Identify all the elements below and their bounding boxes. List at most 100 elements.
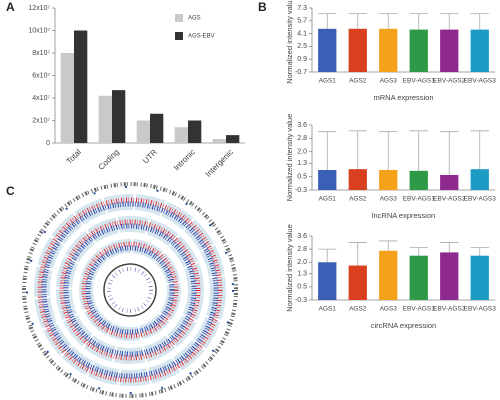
y-tick-label: 7.3	[297, 5, 307, 12]
bar	[150, 113, 164, 143]
legend-swatch	[175, 14, 183, 22]
bar	[174, 127, 188, 143]
y-tick-label: 2x10⁷	[32, 117, 50, 124]
x-tick-label: AGS2	[349, 306, 367, 313]
y-tick-label: 1.3	[297, 271, 307, 278]
y-tick-label: 10x10⁷	[28, 27, 50, 34]
y-tick-label: 3.6	[297, 122, 307, 129]
bar	[74, 30, 88, 143]
circos-ring	[81, 241, 179, 339]
y-tick-label: 0.9	[297, 56, 307, 63]
x-tick-label: Total	[65, 147, 83, 165]
x-tick-label: EBV-AGS2	[433, 196, 466, 203]
bar	[348, 28, 367, 72]
y-tick-label: 5.7	[297, 18, 307, 25]
y-tick-label: 0	[46, 140, 50, 147]
panel-label: A	[6, 0, 15, 14]
bar	[470, 29, 489, 73]
legend-label: AGS-EBV	[188, 34, 215, 40]
x-axis-label: mRNA expression	[373, 93, 433, 102]
bar	[188, 120, 202, 143]
bar	[470, 169, 489, 190]
x-tick-label: EBV-AGS2	[433, 306, 466, 313]
x-tick-label: AGS2	[349, 78, 367, 85]
bar	[440, 29, 459, 73]
x-tick-label: AGS1	[319, 306, 337, 313]
y-tick-label: 12x10⁷	[28, 5, 50, 12]
circos-ring	[85, 245, 175, 335]
y-tick-label: 2.0	[297, 149, 307, 156]
panel-label: C	[6, 184, 15, 198]
x-tick-label: EBV-AGS3	[464, 306, 497, 313]
bar	[348, 265, 367, 300]
y-tick-label: 8x10⁷	[32, 50, 50, 57]
x-tick-label: AGS1	[319, 196, 337, 203]
circos-ring	[22, 182, 238, 398]
bar	[409, 255, 428, 300]
y-tick-label: -0.3	[295, 297, 307, 304]
y-tick-label: -0.3	[295, 187, 307, 194]
x-tick-label: UTR	[141, 147, 159, 165]
legend-swatch	[175, 32, 183, 40]
bar	[440, 252, 459, 300]
x-tick-label: EBV-AGS1	[403, 196, 436, 203]
x-axis-label: circRNA expression	[371, 321, 436, 330]
x-tick-label: EBV-AGS3	[464, 78, 497, 85]
bar	[318, 28, 337, 72]
bar	[440, 175, 459, 190]
y-tick-label: 0.5	[297, 174, 307, 181]
y-tick-label: 0.5	[297, 284, 307, 291]
x-tick-label: AGS3	[380, 196, 398, 203]
bar	[318, 262, 337, 300]
x-axis-label: lncRNA expression	[372, 211, 435, 220]
y-axis-label: Normalized intensity value	[285, 0, 294, 84]
x-tick-label: EBV-AGS1	[403, 78, 436, 85]
x-tick-label: EBV-AGS1	[403, 306, 436, 313]
bar	[60, 53, 74, 143]
y-tick-label: 4x10⁷	[32, 95, 50, 102]
bar	[212, 139, 226, 143]
x-tick-label: AGS1	[319, 78, 337, 85]
x-tick-label: Intergenic	[204, 148, 235, 179]
bar	[98, 95, 112, 143]
x-tick-label: AGS3	[380, 306, 398, 313]
circos-ring	[63, 223, 197, 357]
x-tick-label: EBV-AGS2	[433, 78, 466, 85]
circos-ring	[41, 201, 219, 379]
x-tick-label: AGS3	[380, 78, 398, 85]
x-tick-label: AGS2	[349, 196, 367, 203]
y-tick-label: 4.1	[297, 30, 307, 37]
y-tick-label: 2.8	[297, 135, 307, 142]
bar	[470, 255, 489, 300]
y-tick-label: 2.8	[297, 246, 307, 253]
y-tick-label: 6x10⁷	[32, 72, 50, 79]
y-axis-label: Normalized intensity value	[285, 114, 294, 202]
y-axis-label: Normalized intensity value	[285, 224, 294, 312]
bar	[348, 169, 367, 190]
y-tick-label: -0.7	[295, 69, 307, 76]
x-tick-label: EBV-AGS3	[464, 196, 497, 203]
panel-label: B	[258, 0, 267, 14]
bar	[379, 170, 398, 190]
x-tick-label: Intronic	[172, 148, 197, 173]
bar	[379, 28, 398, 72]
x-tick-label: Coding	[97, 148, 121, 172]
y-tick-label: 2.0	[297, 259, 307, 266]
circos-ring	[37, 197, 223, 383]
y-tick-label: 3.6	[297, 233, 307, 240]
circos-ring	[59, 219, 201, 361]
bar	[112, 90, 126, 143]
bar	[318, 170, 337, 190]
bar	[226, 135, 240, 143]
y-tick-label: 1.3	[297, 160, 307, 167]
bar	[379, 250, 398, 300]
legend-label: AGS	[188, 16, 201, 22]
bar	[409, 170, 428, 190]
circos-plot	[22, 182, 238, 398]
y-tick-label: 2.5	[297, 43, 307, 50]
bar	[409, 29, 428, 73]
circos-ring	[107, 267, 153, 313]
circos-ring	[103, 263, 157, 317]
bar	[136, 120, 150, 143]
